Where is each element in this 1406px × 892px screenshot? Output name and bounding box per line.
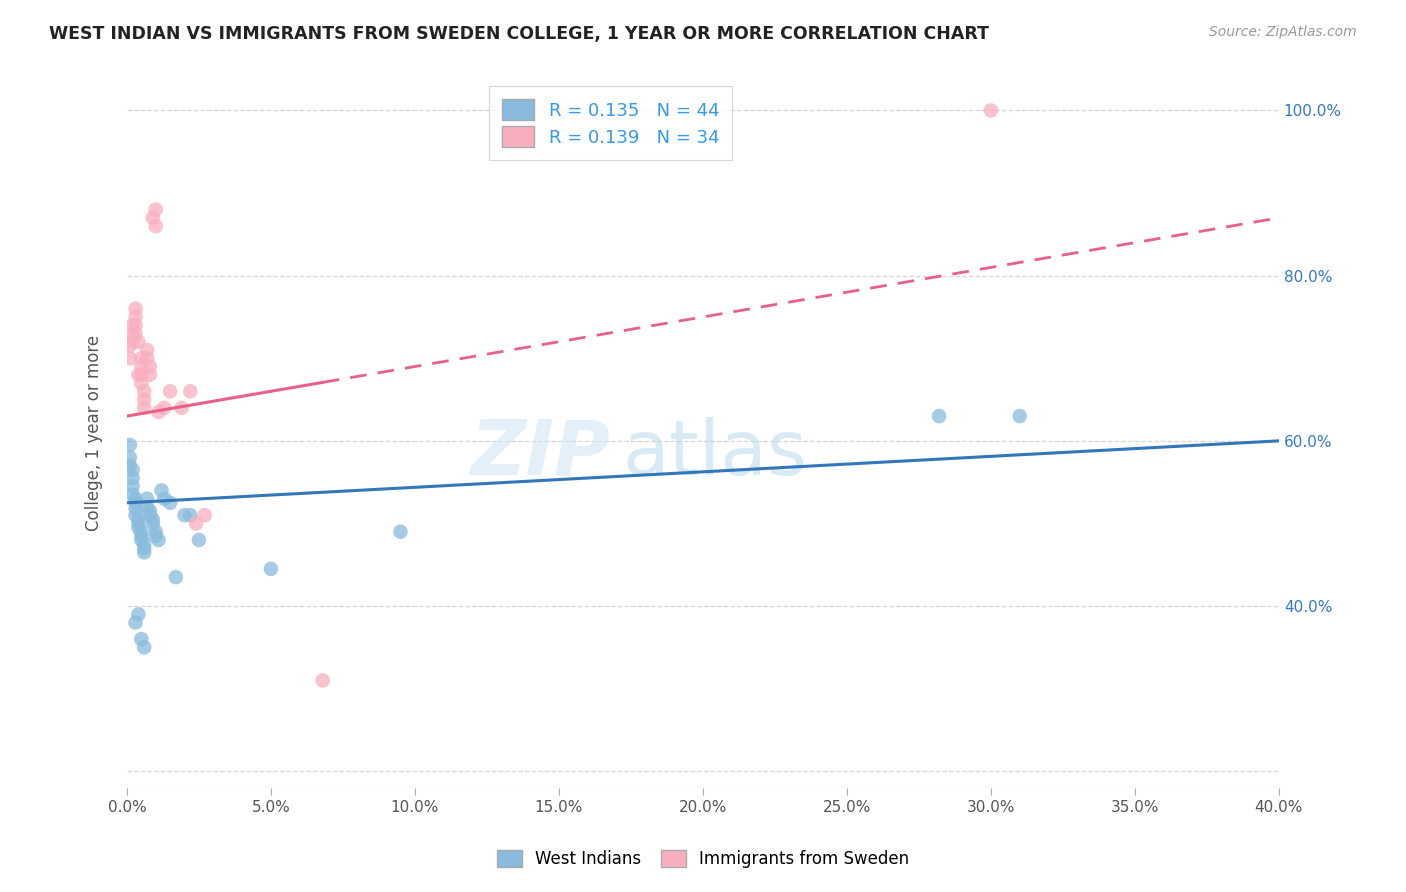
Point [127,368,149,382]
Point [118,450,141,465]
Point [145,524,167,539]
Point [124,491,146,506]
Point [124,310,146,324]
Point [134,640,156,655]
Point [139,359,162,374]
Point [124,326,146,341]
Point [134,384,156,399]
Point [124,501,146,516]
Point [121,318,143,333]
Point [1008,409,1031,423]
Point [142,516,165,531]
Point [159,384,181,399]
Point [131,529,153,543]
Point [187,533,209,547]
Point [148,405,170,419]
Text: atlas: atlas [623,417,807,491]
Point [131,524,153,539]
Point [131,359,153,374]
Point [148,533,170,547]
Point [980,103,1002,118]
Point [124,508,146,523]
Point [165,570,187,584]
Point [194,508,217,523]
Point [134,541,156,556]
Point [179,384,201,399]
Point [312,673,335,688]
Point [121,471,143,485]
Point [118,351,141,366]
Point [170,401,193,415]
Point [136,500,159,514]
Point [139,504,162,518]
Point [121,487,143,501]
Point [118,339,141,353]
Point [134,392,156,407]
Point [127,334,149,349]
Point [131,632,153,646]
Point [134,537,156,551]
Point [118,458,141,473]
Point [121,326,143,341]
Point [139,368,162,382]
Point [131,351,153,366]
Point [127,607,149,622]
Point [131,376,153,390]
Point [118,438,141,452]
Point [131,533,153,547]
Point [131,368,153,382]
Point [121,463,143,477]
Point [134,401,156,415]
Point [184,516,207,531]
Point [145,219,167,233]
Point [142,512,165,526]
Point [928,409,950,423]
Point [127,512,149,526]
Point [145,529,167,543]
Point [136,491,159,506]
Legend: R = 0.135   N = 44, R = 0.139   N = 34: R = 0.135 N = 44, R = 0.139 N = 34 [489,87,733,160]
Point [127,516,149,531]
Point [173,508,195,523]
Point [179,508,201,523]
Point [127,520,149,534]
Point [124,615,146,630]
Y-axis label: College, 1 year or more: College, 1 year or more [86,334,103,531]
Point [142,211,165,225]
Point [124,301,146,316]
Point [124,318,146,333]
Point [136,351,159,366]
Point [124,496,146,510]
Point [159,496,181,510]
Point [153,491,176,506]
Point [121,334,143,349]
Text: WEST INDIAN VS IMMIGRANTS FROM SWEDEN COLLEGE, 1 YEAR OR MORE CORRELATION CHART: WEST INDIAN VS IMMIGRANTS FROM SWEDEN CO… [49,25,990,43]
Point [121,479,143,493]
Point [260,562,283,576]
Point [145,202,167,217]
Point [150,483,173,498]
Point [139,508,162,523]
Text: Source: ZipAtlas.com: Source: ZipAtlas.com [1209,25,1357,39]
Point [389,524,412,539]
Text: ZIP: ZIP [471,417,610,491]
Point [134,545,156,559]
Point [136,343,159,357]
Point [153,401,176,415]
Legend: West Indians, Immigrants from Sweden: West Indians, Immigrants from Sweden [489,843,917,875]
